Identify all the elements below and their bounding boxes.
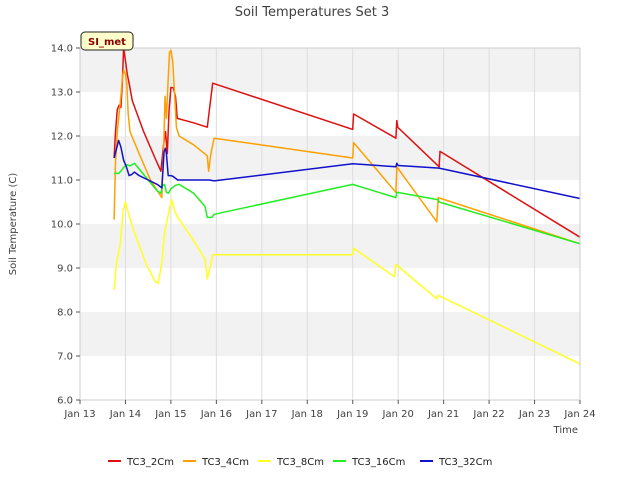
legend-item-tc3-2cm-label: TC3_2Cm xyxy=(126,457,174,468)
chart-title: Soil Temperatures Set 3 xyxy=(235,5,390,20)
y-tick-label-5: 11.0 xyxy=(51,176,73,187)
x-tick-label-8: Jan 21 xyxy=(427,409,459,420)
y-axis-label: Soil Temperature (C) xyxy=(8,173,19,276)
legend: TC3_2Cm TC3_4Cm TC3_8Cm TC3_16Cm TC3_32Cm xyxy=(108,457,492,468)
y-tick-label-4: 10.0 xyxy=(51,220,73,231)
station-badge: SI_met xyxy=(80,31,134,51)
legend-item-tc3-16cm-label: TC3_16Cm xyxy=(351,457,405,468)
series-line-tc3-16cm xyxy=(114,162,581,245)
station-badge-box xyxy=(80,31,134,51)
series-line-tc3-4cm xyxy=(113,49,581,245)
x-tick-label-2: Jan 15 xyxy=(154,409,186,420)
background-band-0 xyxy=(80,312,580,356)
x-tick-label-6: Jan 19 xyxy=(336,409,368,420)
y-tick-label-2: 8.0 xyxy=(57,308,73,319)
x-tick-label-9: Jan 22 xyxy=(472,409,504,420)
x-axis-label: Time xyxy=(553,425,578,436)
series-line-tc3-32cm xyxy=(113,139,581,200)
y-tick-label-7: 13.0 xyxy=(51,88,73,99)
x-tick-label-10: Jan 23 xyxy=(518,409,550,420)
x-tick-label-7: Jan 20 xyxy=(382,409,414,420)
y-tick-label-0: 6.0 xyxy=(57,396,73,407)
y-tick-label-6: 12.0 xyxy=(51,132,73,143)
x-tick-label-5: Jan 18 xyxy=(291,409,323,420)
series-line-tc3-8cm xyxy=(113,199,581,365)
x-tick-label-1: Jan 14 xyxy=(109,409,141,420)
x-tick-label-4: Jan 17 xyxy=(245,409,277,420)
y-tick-label-1: 7.0 xyxy=(57,352,73,363)
background-band-3 xyxy=(80,48,580,92)
x-tick-label-0: Jan 13 xyxy=(63,409,95,420)
y-tick-label-3: 9.0 xyxy=(57,264,73,275)
legend-item-tc3-8cm-label: TC3_8Cm xyxy=(276,457,324,468)
y-axis-ticks: 6.0 7.0 8.0 9.0 10.0 11.0 12.0 13.0 14.0 xyxy=(51,44,80,407)
plot-background xyxy=(80,48,580,400)
series-line-tc3-2cm xyxy=(113,47,581,238)
legend-item-tc3-4cm-label: TC3_4Cm xyxy=(201,457,249,468)
y-tick-label-8: 14.0 xyxy=(51,44,73,55)
x-axis-ticks: Jan 13 Jan 14 Jan 15 Jan 16 Jan 17 Jan 18 Jan … xyxy=(63,400,596,420)
legend-item-tc3-32cm-label: TC3_32Cm xyxy=(438,457,492,468)
x-tick-label-11: Jan 24 xyxy=(563,409,595,420)
x-tick-label-3: Jan 16 xyxy=(200,409,232,420)
station-badge-label: SI_met xyxy=(88,37,126,48)
background-band-1 xyxy=(80,224,580,268)
series-layer xyxy=(113,47,581,365)
